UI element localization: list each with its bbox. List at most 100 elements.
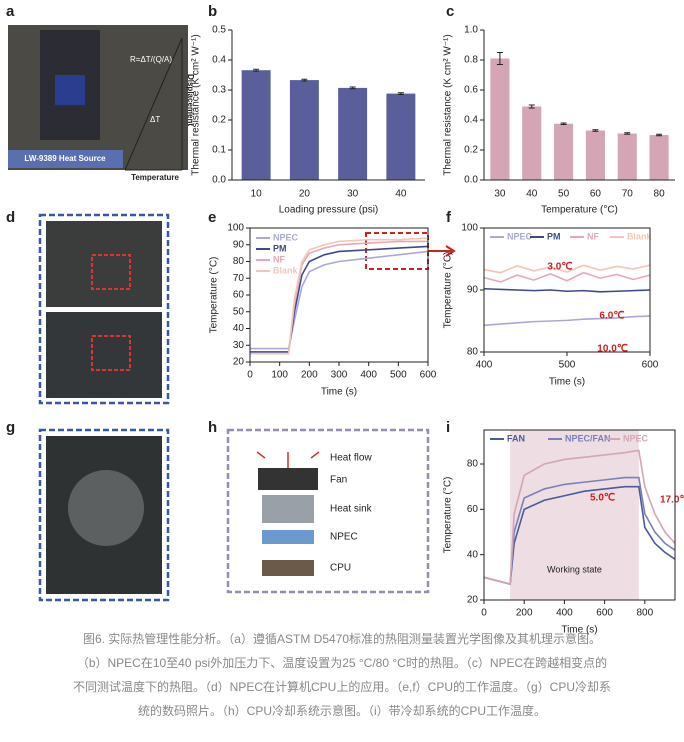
x-tick-label: 400 — [476, 360, 493, 371]
layer-npec — [262, 530, 314, 544]
legend-label: Blank — [627, 231, 653, 241]
bar — [241, 70, 271, 180]
legend-label: NPEC — [273, 232, 299, 242]
legend-label: FAN — [507, 433, 525, 443]
legend-label: PM — [547, 231, 561, 241]
caption: 不同测试温度下的热阻。（d）NPEC在计算机CPU上的应用。（e,f）CPU的工… — [73, 679, 611, 694]
annotation: 6.0℃ — [599, 311, 624, 322]
formula: R=ΔT/(Q/A) — [130, 55, 172, 64]
annotation: 10.0℃ — [597, 344, 628, 355]
error-bar — [592, 129, 599, 132]
layer-cpu — [262, 560, 314, 576]
y-tick-label: 90 — [467, 285, 479, 296]
series-line — [483, 271, 651, 283]
x-tick-label: 80 — [654, 189, 666, 200]
y-tick-label: 0.5 — [212, 25, 226, 36]
x-axis-label: Time (s) — [561, 625, 597, 636]
panel-label: h — [208, 419, 217, 436]
highlight — [91, 335, 131, 371]
y-tick-label: 0.4 — [464, 115, 478, 126]
x-tick-label: 200 — [516, 608, 533, 619]
x-tick-label: 400 — [360, 370, 377, 381]
x-tick-label: 20 — [299, 189, 311, 200]
axes — [483, 30, 675, 181]
heat-source-bar — [8, 150, 123, 168]
layer-fan — [258, 468, 318, 490]
legend-label: NPEC — [507, 231, 533, 241]
panel-label: b — [208, 3, 217, 20]
error-bar — [496, 52, 503, 65]
y-tick-label: 40 — [233, 323, 245, 334]
zoom-arrow — [428, 245, 456, 257]
y-tick-label: 30 — [233, 340, 245, 351]
bar — [649, 135, 669, 180]
annotation: 5.0℃ — [590, 493, 615, 504]
y-tick-label: 80 — [233, 256, 245, 267]
legend-label: NPEC/FAN — [565, 433, 611, 443]
y-tick-label: 0.4 — [212, 55, 226, 66]
x-tick-label: 400 — [556, 608, 573, 619]
error-bar — [301, 78, 308, 82]
y-tick-label: 0.2 — [212, 115, 226, 126]
series-line — [483, 476, 676, 586]
plot-frame — [249, 227, 429, 363]
y-tick-label: 80 — [467, 459, 479, 470]
x-tick-label: 30 — [347, 189, 359, 200]
x-tick-label: 500 — [559, 360, 576, 371]
panel-label: f — [446, 209, 452, 226]
x-tick-label: 0 — [247, 370, 253, 381]
annotation: 17.0℃ — [660, 495, 684, 506]
x-tick-label: 60 — [590, 189, 602, 200]
fan — [68, 470, 144, 546]
bar — [490, 58, 510, 180]
temperature: Temperature — [131, 173, 179, 182]
caption: 统的数码照片。（h）CPU冷却系统示意图。（i）带冷却系统的CPU工作温度。 — [138, 703, 546, 718]
error-bar — [656, 133, 663, 137]
series-line — [483, 315, 651, 327]
y-tick-label: 0.8 — [464, 55, 478, 66]
error-bar — [624, 132, 631, 135]
bar — [338, 87, 368, 180]
x-tick-label: 200 — [301, 370, 318, 381]
bar — [617, 133, 637, 180]
panel-label: g — [6, 419, 15, 436]
layer-sink — [262, 495, 314, 523]
photo-d2 — [46, 312, 162, 398]
y-axis-label: Temperature (°C) — [443, 477, 454, 554]
panel-label: e — [208, 209, 216, 226]
h-label: NPEC — [330, 532, 358, 543]
working-region — [510, 430, 639, 600]
y-axis-label: Temperature (°C) — [209, 257, 220, 334]
y-axis-label: Thermal resistance (K cm² W⁻¹) — [191, 34, 202, 175]
panel-label: i — [446, 419, 450, 436]
y-tick-label: 1.0 — [464, 25, 478, 36]
legend-label: NF — [587, 231, 599, 241]
series-line — [250, 250, 429, 350]
x-tick-label: 70 — [622, 189, 634, 200]
legend-label: PM — [273, 243, 287, 253]
x-tick-label: 500 — [390, 370, 407, 381]
x-tick-label: 0 — [481, 608, 487, 619]
axes — [231, 30, 425, 181]
displacement: Displacement — [186, 74, 195, 126]
y-tick-label: 0.0 — [464, 175, 478, 186]
heat-arrows — [256, 451, 320, 468]
diagram-line — [124, 37, 183, 171]
panel-label: a — [6, 3, 15, 20]
y-tick-label: 0.3 — [212, 85, 226, 96]
source: LW-9389 Heat Source — [24, 154, 106, 163]
series-line — [250, 245, 429, 353]
bar — [289, 80, 319, 180]
y-tick-label: 90 — [233, 239, 245, 250]
error-bar — [253, 68, 260, 72]
frame-h — [226, 428, 430, 594]
delta: ΔT — [150, 115, 160, 124]
x-tick-label: 40 — [526, 189, 538, 200]
x-tick-label: 300 — [331, 370, 348, 381]
series-line — [250, 237, 429, 355]
error-bar — [560, 122, 567, 125]
series-line — [483, 264, 651, 274]
caption: 图6. 实际热管理性能分析。（a）遵循ASTM D5470标准的热阻测量装置光学… — [83, 631, 601, 646]
error-bar — [349, 86, 356, 90]
